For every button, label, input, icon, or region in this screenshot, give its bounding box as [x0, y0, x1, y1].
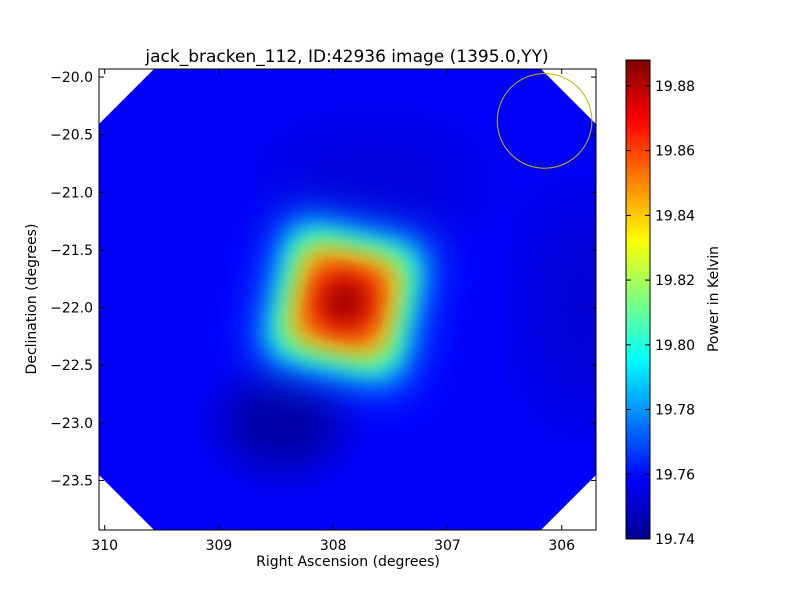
colorbar-tick-label: 19.74	[655, 532, 695, 548]
colorbar-tick-label: 19.86	[655, 144, 695, 160]
x-axis-label: Right Ascension (degrees)	[256, 554, 440, 570]
colorbar-label: Power in Kelvin	[706, 246, 722, 352]
y-tick-label: −23.5	[50, 473, 93, 489]
corner-mask	[99, 475, 154, 530]
y-tick-label: −22.0	[50, 301, 93, 317]
chart-title: jack_bracken_112, ID:42936 image (1395.0…	[144, 47, 548, 67]
colorbar-ticks: 19.74 19.76 19.78 19.80 19.82 19.84 19.86 19.88	[626, 79, 695, 548]
colorbar-tick-label: 19.82	[655, 273, 695, 289]
beam-circle	[496, 73, 593, 169]
colorbar-tick-label: 19.78	[655, 403, 695, 419]
heatmap-dim-region	[538, 181, 596, 434]
corner-mask	[99, 69, 154, 124]
y-tick-label: −23.0	[50, 416, 93, 432]
colorbar-tick-label: 19.76	[655, 467, 695, 483]
heatmap-dim-region	[258, 130, 488, 234]
corner-mask	[541, 69, 596, 124]
y-tick-label: −21.0	[50, 185, 93, 201]
x-tick-label: 309	[206, 538, 233, 554]
heatmap-peak-level	[321, 278, 368, 325]
y-tick-label: −20.0	[50, 70, 93, 86]
colorbar-tick-label: 19.88	[655, 79, 695, 95]
colorbar-tick-label: 19.84	[655, 208, 695, 224]
corner-mask	[541, 475, 596, 530]
y-tick-label: −22.5	[50, 358, 93, 374]
heatmap	[99, 69, 596, 530]
y-axis: −20.0 −20.5 −21.0 −21.5 −22.0 −22.5 −23.0 −23.5	[50, 70, 596, 489]
x-axis: 310 309 308 307 306	[91, 69, 575, 554]
plot-frame	[98, 68, 597, 531]
colorbar	[625, 59, 651, 540]
x-tick-label: 310	[91, 538, 118, 554]
y-tick-label: −21.5	[50, 243, 93, 259]
heatmap-low-spot	[218, 374, 345, 471]
x-tick-label: 308	[320, 538, 347, 554]
x-tick-label: 306	[548, 538, 575, 554]
x-tick-label: 307	[434, 538, 461, 554]
colorbar-tick-label: 19.80	[655, 338, 695, 354]
y-axis-label: Declination (degrees)	[24, 224, 40, 375]
y-tick-label: −20.5	[50, 128, 93, 144]
